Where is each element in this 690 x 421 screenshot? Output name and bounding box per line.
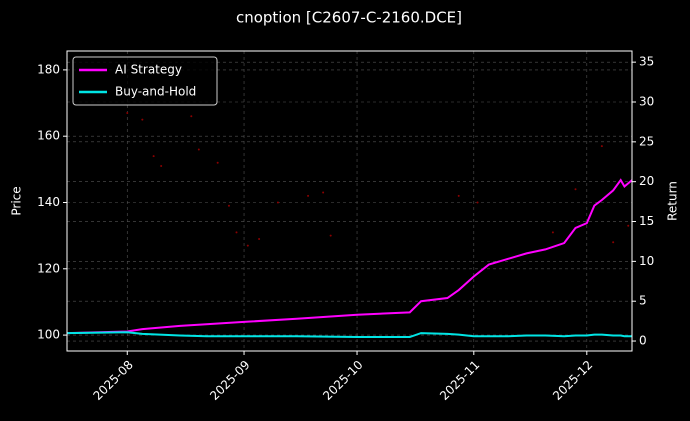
price-point — [126, 111, 129, 114]
price-point — [307, 194, 310, 197]
price-point — [246, 244, 249, 247]
chart-title: cnoption [C2607-C-2160.DCE] — [236, 9, 462, 27]
y2-tick-label: 15 — [639, 214, 654, 228]
price-point — [322, 191, 325, 194]
y2-tick-label: 10 — [639, 254, 654, 268]
legend-box — [72, 56, 218, 106]
price-point — [600, 145, 603, 148]
price-point — [627, 224, 630, 227]
legend-label: AI Strategy — [115, 63, 182, 77]
y2-tick-label: 25 — [639, 134, 654, 148]
price-point — [235, 231, 238, 234]
legend-label: Buy-and-Hold — [115, 85, 196, 99]
price-point — [197, 148, 200, 151]
price-point — [141, 118, 144, 121]
series-line — [66, 331, 632, 339]
series-line — [66, 178, 633, 335]
price-point — [574, 188, 577, 191]
price-point — [227, 204, 230, 207]
y-tick-label: 140 — [37, 195, 60, 209]
price-point — [457, 194, 460, 197]
price-point — [152, 155, 155, 158]
y-axis-label: Price — [10, 186, 24, 215]
y-tick-label: 180 — [37, 62, 60, 76]
price-point — [160, 165, 163, 168]
y2-tick-label: 0 — [639, 334, 647, 348]
price-point — [476, 201, 479, 204]
y2-tick-label: 35 — [639, 55, 654, 69]
y2-axis-label: Return — [666, 181, 680, 221]
price-point — [258, 237, 261, 240]
y2-tick-label: 30 — [639, 94, 654, 108]
price-point — [276, 201, 279, 204]
price-point — [329, 234, 332, 237]
plot-frame — [66, 50, 633, 352]
y-tick-label: 160 — [37, 129, 60, 143]
price-point — [612, 241, 615, 244]
price-point — [216, 161, 219, 164]
price-point — [551, 231, 554, 234]
y2-tick-label: 20 — [639, 174, 654, 188]
y2-tick-label: 5 — [639, 294, 647, 308]
y-tick-label: 100 — [37, 328, 60, 342]
y-tick-label: 120 — [37, 261, 60, 275]
price-point — [190, 115, 193, 118]
